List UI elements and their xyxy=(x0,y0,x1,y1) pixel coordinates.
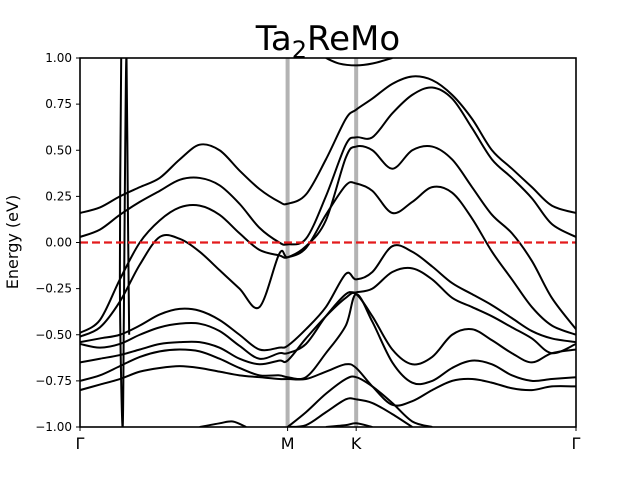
chart-title-subscript: 2 xyxy=(292,36,307,64)
band-line-9 xyxy=(80,363,576,407)
y-tick-label-1: 0.75 xyxy=(45,97,72,111)
kpoint-label-1: M xyxy=(281,434,295,453)
y-tick-label-2: 0.50 xyxy=(45,143,72,157)
kpoint-label-3: Γ xyxy=(572,434,581,453)
y-axis-label: Energy (eV) xyxy=(3,195,22,289)
band-line-10 xyxy=(286,375,433,427)
band-line-2 xyxy=(80,86,576,246)
band-line-12 xyxy=(199,420,247,427)
band-line-15 xyxy=(118,58,131,427)
y-tick-label-3: 0.25 xyxy=(45,189,72,203)
band-lines xyxy=(80,58,576,427)
y-tick-label-6: −0.50 xyxy=(35,328,72,342)
y-tick-label-7: −0.75 xyxy=(35,374,72,388)
band-line-14 xyxy=(325,58,393,67)
chart-title-main: Ta xyxy=(255,19,292,59)
chart-title-rest: ReMo xyxy=(307,19,400,59)
band-line-4 xyxy=(80,181,576,338)
band-line-3 xyxy=(80,144,576,334)
y-tick-label-0: 1.00 xyxy=(45,51,72,65)
kpoint-label-0: Γ xyxy=(76,434,85,453)
band-line-5 xyxy=(80,244,576,352)
band-line-1 xyxy=(80,75,576,214)
chart-title: Ta2ReMo xyxy=(255,19,400,64)
y-tick-label-5: −0.25 xyxy=(35,282,72,296)
kpoint-label-2: K xyxy=(351,434,362,453)
plot-area: 1.00 0.75 0.50 0.25 0.00 −0.25 −0.50 −0.75 −1.00… xyxy=(35,51,580,453)
band-line-13 xyxy=(325,422,373,427)
band-line-11 xyxy=(287,397,413,427)
y-tick-label-4: 0.00 xyxy=(45,236,72,250)
y-axis-ticks: 1.00 0.75 0.50 0.25 0.00 −0.25 −0.50 −0.75 −1.00 xyxy=(35,51,80,434)
y-tick-label-8: −1.00 xyxy=(35,420,72,434)
band-line-8 xyxy=(80,293,576,386)
band-line-7 xyxy=(80,291,576,366)
